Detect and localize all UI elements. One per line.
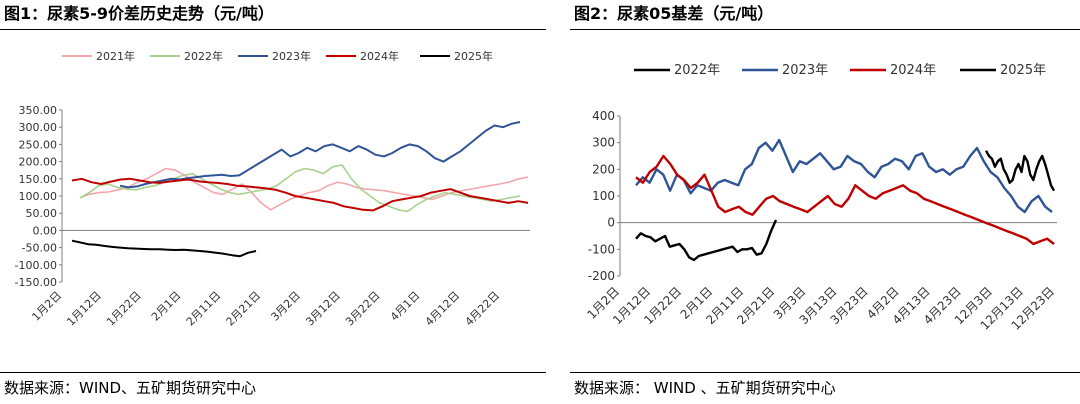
left-y-tick-label: 150.00 xyxy=(19,173,58,186)
right-series-line-2022年 xyxy=(635,219,778,262)
right-y-tick-label: 400 xyxy=(592,109,615,123)
left-y-tick-label: -150.00 xyxy=(15,276,57,289)
left-y-tick-label: -100.00 xyxy=(15,259,57,272)
source-note-right: 数据来源： WIND 、五矿期货研究中心 xyxy=(570,372,1080,404)
chart-panel-right: 图2：尿素05基差（元/吨） 400 300 200 100 0 -100 -200 1月2日… xyxy=(570,0,1080,403)
right-legend-label: 2024年 xyxy=(890,63,936,78)
left-x-tick-label: 2月21日 xyxy=(224,289,264,329)
right-y-tick-label: 0 xyxy=(607,216,615,230)
left-x-tick-label: 3月22日 xyxy=(343,289,383,329)
right-y-tick-label: 200 xyxy=(592,162,615,176)
left-y-tick-label: 0.00 xyxy=(33,224,58,237)
right-y-tick-label: 300 xyxy=(592,136,615,150)
left-series-line-2025年 xyxy=(71,239,257,258)
left-y-tick-label: 50.00 xyxy=(26,207,58,220)
left-x-tick-label: 4月1日 xyxy=(388,289,423,324)
left-x-tick-label: 1月12日 xyxy=(64,289,104,329)
right-legend-label: 2022年 xyxy=(674,63,720,78)
right-legend-label: 2023年 xyxy=(782,63,828,78)
left-legend-label: 2021年 xyxy=(96,49,135,63)
chart-title-right: 图2：尿素05基差（元/吨） xyxy=(570,0,1080,30)
left-series-line-2021年 xyxy=(79,167,529,211)
left-y-tick-label: 350.00 xyxy=(19,104,58,117)
left-x-tick-label: 2月1日 xyxy=(149,289,184,324)
left-series-line-2022年 xyxy=(79,164,521,213)
chart-title-left: 图1：尿素5-9价差历史走势（元/吨） xyxy=(0,0,546,30)
left-y-tick-label: 300.00 xyxy=(19,121,58,134)
right-y-tick-label: -200 xyxy=(588,269,615,283)
left-y-tick-label: 100.00 xyxy=(19,190,58,203)
basis-chart-svg: 4003002001000-100-2001月2日1月12日1月22日2月1日2… xyxy=(584,63,1057,333)
left-y-tick-label: -50.00 xyxy=(22,242,57,255)
right-series-line-2025年 xyxy=(984,150,1056,192)
left-legend-label: 2024年 xyxy=(360,49,399,63)
left-series-line-2024年 xyxy=(71,177,529,212)
left-x-tick-label: 4月12日 xyxy=(423,289,463,329)
left-x-tick-label: 1月22日 xyxy=(104,289,144,329)
left-x-tick-label: 1月2日 xyxy=(29,289,64,324)
right-legend-label: 2025年 xyxy=(1000,63,1046,78)
right-series-line-2024年 xyxy=(635,154,1055,246)
spread-chart-svg: 350.00 300.00 250.00 200.00 150.00 100.00 50.0… xyxy=(15,49,530,329)
source-note-left: 数据来源：WIND、五矿期货研究中心 xyxy=(0,372,546,404)
left-x-tick-label: 3月2日 xyxy=(268,289,303,324)
left-y-tick-label: 200.00 xyxy=(19,156,58,169)
left-x-tick-label: 2月11日 xyxy=(184,289,224,329)
right-y-tick-label: 100 xyxy=(592,189,615,203)
right-series-line-2023年 xyxy=(635,138,1053,214)
left-legend-label: 2022年 xyxy=(184,49,223,63)
left-y-tick-label: 250.00 xyxy=(19,138,58,151)
right-y-tick-label: -100 xyxy=(588,242,615,256)
left-x-tick-label: 3月12日 xyxy=(303,289,343,329)
left-series-line-2023年 xyxy=(119,121,521,189)
left-legend-label: 2025年 xyxy=(454,49,493,63)
left-legend-label: 2023年 xyxy=(272,49,311,63)
chart-panel-left: 图1：尿素5-9价差历史走势（元/吨） 350.00 300.00 250.00 20… xyxy=(0,0,546,404)
left-x-tick-label: 4月22日 xyxy=(463,289,503,329)
